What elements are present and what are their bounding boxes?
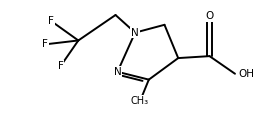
- Text: CH₃: CH₃: [131, 96, 149, 106]
- Text: F: F: [48, 16, 54, 26]
- Text: N: N: [114, 67, 121, 77]
- Text: O: O: [205, 11, 214, 21]
- Text: F: F: [58, 61, 64, 71]
- Text: F: F: [42, 39, 48, 49]
- Text: OH: OH: [238, 69, 254, 79]
- Text: N: N: [131, 28, 139, 38]
